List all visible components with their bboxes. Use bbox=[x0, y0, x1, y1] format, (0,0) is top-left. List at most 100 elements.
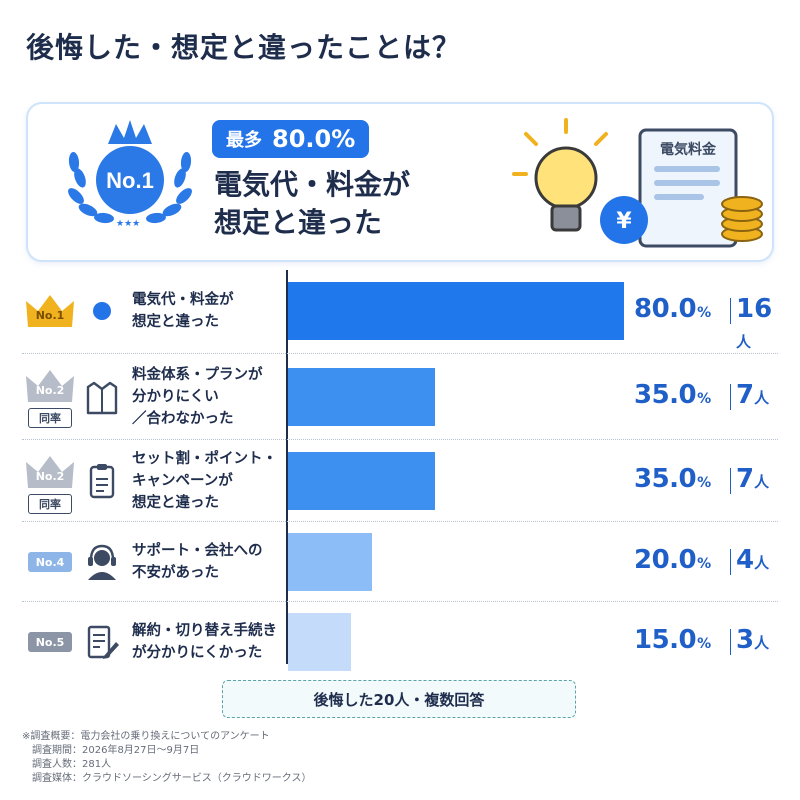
value-count: 16 人 bbox=[736, 294, 778, 354]
chart-bar bbox=[288, 282, 624, 340]
category-label-line: 解約・切り替え手続き bbox=[132, 623, 277, 639]
chart-bar bbox=[288, 452, 435, 510]
max-label: 最多 bbox=[226, 130, 262, 151]
value-count-unit: 人 bbox=[754, 473, 770, 491]
category-label: セット割・ポイント・ キャンペーンが 想定と違った bbox=[132, 448, 292, 514]
survey-note-line: ※調査概要：電力会社の乗り換えについてのアンケート bbox=[22, 731, 270, 742]
chart-row: No.2 同率 料金体系・プランが 分かりにくい ／合わなかった 35.0% 7人 bbox=[22, 354, 778, 440]
chart-row: No.4 サポート・会社への 不安があった 20.0% 4人 bbox=[22, 522, 778, 602]
respondents-note: 後悔した20人・複数回答 bbox=[222, 680, 576, 718]
rank-label: No.2 bbox=[35, 470, 65, 483]
rank-badge: No.2 同率 bbox=[22, 354, 78, 442]
value-percent: 35.0% bbox=[634, 464, 711, 494]
value-percent: 80.0% bbox=[634, 294, 711, 324]
category-label-line: 電気代・料金が bbox=[132, 292, 234, 308]
badge-label: No.1 bbox=[106, 168, 154, 193]
laurel-no1-badge-icon: ★★★ No.1 bbox=[68, 120, 192, 229]
category-label-line: ／合わなかった bbox=[132, 411, 234, 427]
rank-label: No.5 bbox=[28, 632, 72, 652]
value-percent-unit: % bbox=[697, 391, 711, 407]
chart-row: No.2 同率 セット割・ポイント・ キャンペーンが 想定と違った 35.0% 7人 bbox=[22, 440, 778, 522]
category-label-line: セット割・ポイント・ bbox=[132, 451, 277, 467]
value-count: 3人 bbox=[736, 625, 769, 655]
category-label-line: 料金体系・プランが bbox=[132, 367, 263, 383]
value-count-unit: 人 bbox=[736, 333, 752, 351]
value-percent: 20.0% bbox=[634, 545, 711, 575]
value-count-number: 3 bbox=[736, 625, 755, 655]
value-percent-unit: % bbox=[697, 475, 711, 491]
crown-icon: No.2 bbox=[24, 366, 76, 410]
category-label-line: 不安があった bbox=[132, 565, 219, 581]
yen-coin-icon: ¥ bbox=[600, 196, 648, 244]
category-label-line: 分かりにくい bbox=[132, 389, 219, 405]
category-label: 解約・切り替え手続き が分かりにくかった bbox=[132, 620, 292, 664]
tie-label: 同率 bbox=[28, 408, 72, 428]
category-label-line: サポート・会社への bbox=[132, 543, 263, 559]
chart-bar bbox=[288, 368, 435, 426]
value-count: 7人 bbox=[736, 464, 769, 494]
category-label: 電気代・料金が 想定と違った bbox=[132, 289, 292, 333]
max-value: 80.0% bbox=[272, 125, 356, 153]
yen-symbol: ¥ bbox=[616, 209, 632, 234]
category-label-line: が分かりにくかった bbox=[132, 645, 263, 661]
crown-icon: No.2 bbox=[24, 452, 76, 496]
value-divider bbox=[730, 629, 731, 655]
value-divider bbox=[730, 468, 731, 494]
rank-label: No.2 bbox=[35, 384, 65, 397]
row-separator bbox=[22, 521, 778, 522]
value-percent: 35.0% bbox=[634, 380, 711, 410]
clipboard-icon bbox=[82, 461, 122, 501]
row-separator bbox=[22, 353, 778, 354]
category-label-line: キャンペーンが bbox=[132, 473, 233, 489]
category-label-line: 想定と違った bbox=[132, 495, 219, 511]
value-percent-unit: % bbox=[697, 636, 711, 652]
row-separator bbox=[22, 439, 778, 440]
category-label-line: 想定と違った bbox=[132, 314, 219, 330]
value-count-unit: 人 bbox=[754, 554, 770, 572]
value-count: 7人 bbox=[736, 380, 769, 410]
chart-axis bbox=[286, 270, 288, 664]
top-result-card: ★★★ No.1 最多 80.0% 電気代・料金が 想定と違った 電気料金 bbox=[26, 102, 774, 262]
chart-bar bbox=[288, 533, 372, 591]
category-label: サポート・会社への 不安があった bbox=[132, 540, 292, 584]
row-separator bbox=[22, 601, 778, 602]
document-edit-icon bbox=[82, 622, 122, 662]
value-count-number: 4 bbox=[736, 545, 755, 575]
value-count-number: 7 bbox=[736, 464, 755, 494]
lightbulb-icon bbox=[534, 146, 598, 232]
value-percent-number: 20.0 bbox=[634, 545, 697, 575]
rank-badge: No.2 同率 bbox=[22, 440, 78, 528]
survey-notes: ※調査概要：電力会社の乗り換えについてのアンケート 調査期間：2026年8月27… bbox=[22, 730, 312, 786]
coin-stack-icon bbox=[721, 196, 763, 242]
value-count-unit: 人 bbox=[754, 634, 770, 652]
category-label: 料金体系・プランが 分かりにくい ／合わなかった bbox=[132, 364, 292, 430]
tie-label: 同率 bbox=[28, 494, 72, 514]
value-count-unit: 人 bbox=[754, 389, 770, 407]
survey-note-line: 調査期間：2026年8月27日〜9月7日 bbox=[22, 745, 200, 756]
bill-lightbulb-illustration: 電気料金 ¥ bbox=[512, 118, 763, 248]
top-result-text: 電気代・料金が 想定と違った bbox=[214, 166, 410, 242]
value-count-number: 7 bbox=[736, 380, 755, 410]
value-percent-unit: % bbox=[697, 556, 711, 572]
survey-note-line: 調査媒体：クラウドソーシングサービス（クラウドワークス） bbox=[22, 773, 312, 784]
value-percent-number: 15.0 bbox=[634, 625, 697, 655]
value-percent-number: 35.0 bbox=[634, 380, 697, 410]
rank-badge: No.1 bbox=[22, 268, 78, 356]
max-value-pill: 最多 80.0% bbox=[212, 120, 370, 158]
value-divider bbox=[730, 549, 731, 575]
rank-label: No.1 bbox=[35, 309, 65, 322]
shirt-icon bbox=[82, 377, 122, 417]
crown-icon: No.1 bbox=[24, 291, 76, 335]
top-result-line1: 電気代・料金が bbox=[214, 168, 411, 201]
light-rays-icon bbox=[512, 118, 608, 176]
bill-label: 電気料金 bbox=[660, 141, 717, 158]
rank-badge: No.4 bbox=[22, 522, 78, 610]
rank-badge: No.5 bbox=[22, 602, 78, 690]
blue-dot-icon bbox=[82, 291, 122, 331]
value-percent-number: 35.0 bbox=[634, 464, 697, 494]
top-result-line2: 想定と違った bbox=[214, 206, 383, 239]
value-count: 4人 bbox=[736, 545, 769, 575]
survey-note-line: 調査人数：281人 bbox=[22, 759, 112, 770]
support-headset-icon bbox=[82, 542, 122, 582]
page-title: 後悔した・想定と違ったことは？ bbox=[26, 31, 462, 64]
